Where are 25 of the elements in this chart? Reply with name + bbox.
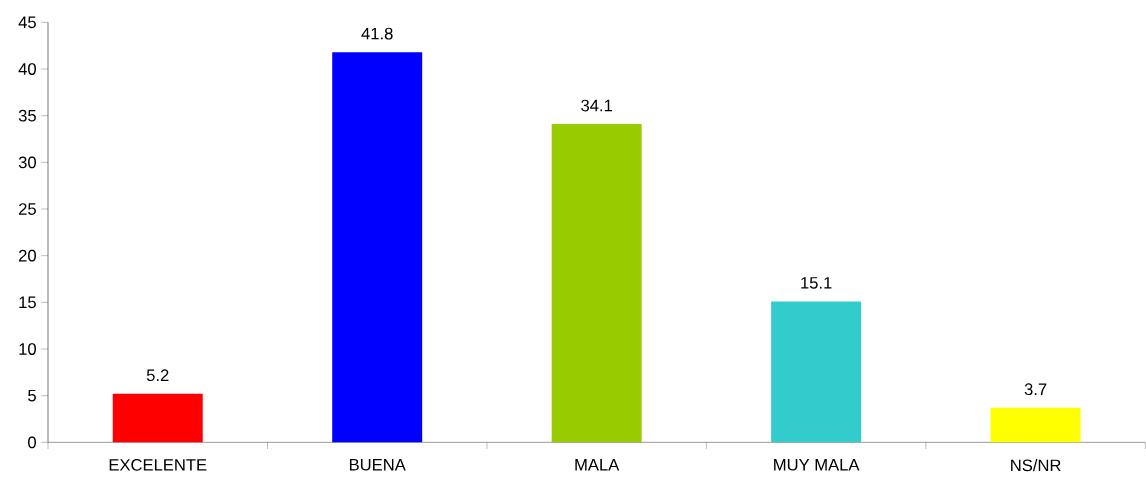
data-label: 3.7 [1024,383,1047,396]
x-tick-label: MALA [575,459,620,471]
y-tick-label: 15 [19,296,36,309]
bar [551,124,642,443]
x-tick-label: EXCELENTE [109,459,207,471]
bar [990,407,1081,443]
y-tick-label: 45 [18,16,36,29]
y-tick-label: 20 [19,249,36,262]
y-tick-label: 35 [18,109,36,122]
x-tick-label: BUENA [349,459,406,471]
x-tick-label: NS/NR [1011,459,1061,472]
bar [332,52,423,443]
y-tick-label: 40 [18,63,36,75]
bar [112,393,203,443]
data-label: 15.1 [801,277,832,289]
bar [771,301,862,443]
data-label: 34.1 [581,99,613,112]
y-tick-label: 10 [19,343,36,355]
y-tick-label: 30 [18,156,36,169]
y-tick-label: 5 [28,389,36,402]
data-label: 41.8 [361,27,393,40]
y-tick-label: 25 [19,203,36,215]
data-label: 5.2 [146,369,169,382]
y-tick-label: 0 [28,436,36,449]
x-tick-label: MUY MALA [774,459,860,471]
